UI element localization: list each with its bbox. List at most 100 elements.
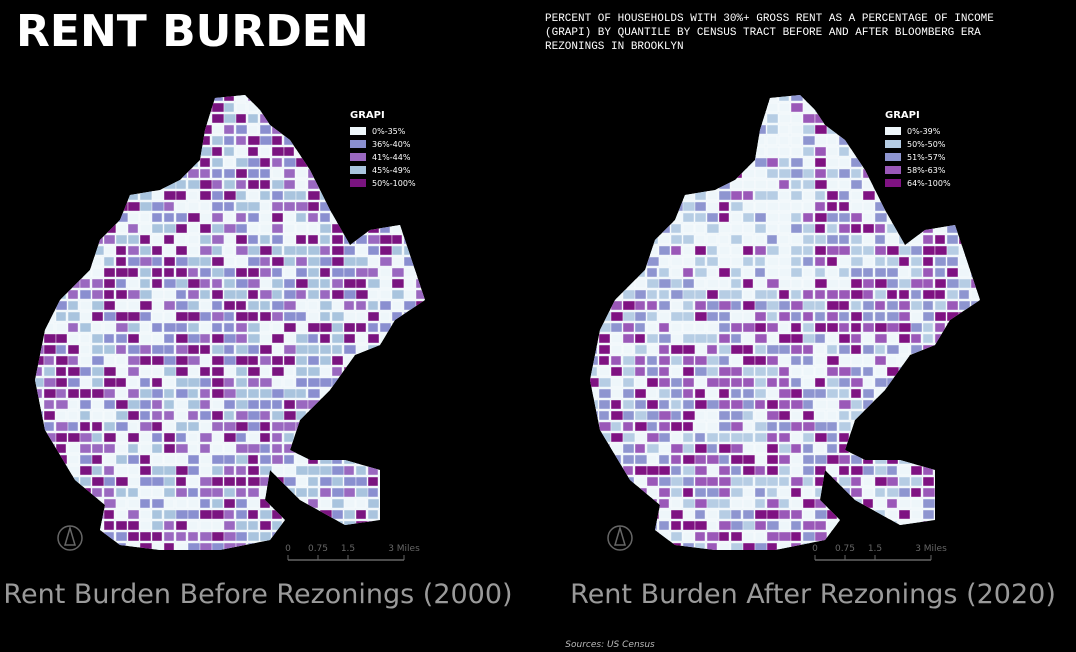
tract bbox=[115, 289, 128, 300]
tract bbox=[55, 421, 69, 432]
tract bbox=[127, 344, 141, 355]
tract bbox=[271, 333, 285, 344]
tract bbox=[163, 388, 175, 399]
tract bbox=[622, 388, 635, 399]
tract bbox=[742, 234, 754, 245]
tract bbox=[259, 289, 273, 300]
tract bbox=[127, 443, 139, 454]
tract bbox=[259, 388, 273, 399]
tract bbox=[646, 399, 659, 410]
tract bbox=[590, 344, 598, 355]
tract bbox=[343, 289, 357, 300]
tract bbox=[911, 554, 921, 563]
tract bbox=[331, 300, 345, 311]
tract bbox=[343, 432, 355, 443]
tract bbox=[754, 421, 768, 432]
tract bbox=[175, 102, 188, 113]
tract bbox=[958, 311, 970, 322]
tract bbox=[802, 399, 814, 410]
tract bbox=[983, 246, 993, 255]
tract bbox=[946, 278, 960, 289]
tract bbox=[247, 168, 260, 179]
tract bbox=[35, 289, 44, 300]
tract bbox=[307, 355, 320, 366]
tract bbox=[127, 289, 141, 300]
tract bbox=[115, 135, 129, 146]
tract bbox=[199, 168, 211, 179]
tract bbox=[223, 256, 236, 267]
tract bbox=[790, 201, 803, 212]
tract bbox=[103, 289, 115, 300]
tract bbox=[766, 520, 780, 531]
tract bbox=[91, 289, 104, 300]
tract bbox=[970, 454, 980, 465]
tract bbox=[886, 531, 899, 542]
tract bbox=[331, 410, 344, 421]
tract bbox=[199, 223, 212, 234]
tract bbox=[826, 113, 839, 124]
tract bbox=[766, 366, 779, 377]
tract bbox=[634, 443, 646, 454]
tract bbox=[922, 289, 936, 300]
tract bbox=[718, 421, 732, 432]
tract bbox=[694, 498, 708, 509]
tract bbox=[766, 179, 778, 190]
tract bbox=[163, 168, 176, 179]
tract bbox=[590, 289, 599, 300]
tract bbox=[610, 234, 622, 245]
tract bbox=[742, 465, 756, 476]
tract bbox=[247, 300, 260, 311]
tract bbox=[670, 124, 683, 135]
tract bbox=[826, 135, 838, 146]
tract bbox=[415, 311, 425, 322]
tract bbox=[682, 509, 696, 520]
tract bbox=[283, 168, 296, 179]
tract bbox=[391, 311, 403, 322]
tract bbox=[622, 146, 634, 157]
tract bbox=[428, 290, 439, 299]
tract bbox=[610, 168, 624, 179]
tract bbox=[874, 454, 888, 465]
tract bbox=[610, 487, 623, 498]
tract bbox=[35, 355, 45, 366]
tract bbox=[598, 366, 611, 377]
tract bbox=[343, 267, 356, 278]
tract bbox=[319, 234, 331, 245]
tract bbox=[295, 223, 308, 234]
tract bbox=[598, 190, 612, 201]
tract bbox=[874, 465, 888, 476]
tract bbox=[91, 212, 105, 223]
tract bbox=[590, 388, 598, 399]
tract bbox=[187, 267, 199, 278]
tract bbox=[983, 444, 994, 453]
tract bbox=[958, 223, 970, 234]
tract bbox=[766, 344, 780, 355]
tract bbox=[706, 102, 720, 113]
tract bbox=[590, 102, 599, 113]
tract bbox=[35, 476, 44, 487]
tract bbox=[187, 102, 201, 113]
tract bbox=[766, 267, 780, 278]
tract bbox=[79, 267, 92, 278]
tract bbox=[35, 465, 44, 476]
tract bbox=[706, 509, 719, 520]
tract bbox=[379, 190, 392, 201]
tract bbox=[778, 113, 792, 124]
tract bbox=[790, 146, 803, 157]
tract bbox=[139, 531, 152, 542]
tract bbox=[283, 135, 297, 146]
tract bbox=[103, 190, 115, 201]
tract bbox=[187, 377, 201, 388]
tract bbox=[886, 256, 900, 267]
tract bbox=[610, 95, 622, 102]
tract bbox=[706, 355, 720, 366]
tract bbox=[934, 289, 946, 300]
tract bbox=[163, 399, 175, 410]
tract bbox=[403, 289, 417, 300]
tract bbox=[886, 278, 899, 289]
tract bbox=[355, 399, 369, 410]
tract bbox=[766, 135, 778, 146]
tract bbox=[175, 179, 187, 190]
tract bbox=[91, 267, 105, 278]
tract bbox=[670, 322, 683, 333]
